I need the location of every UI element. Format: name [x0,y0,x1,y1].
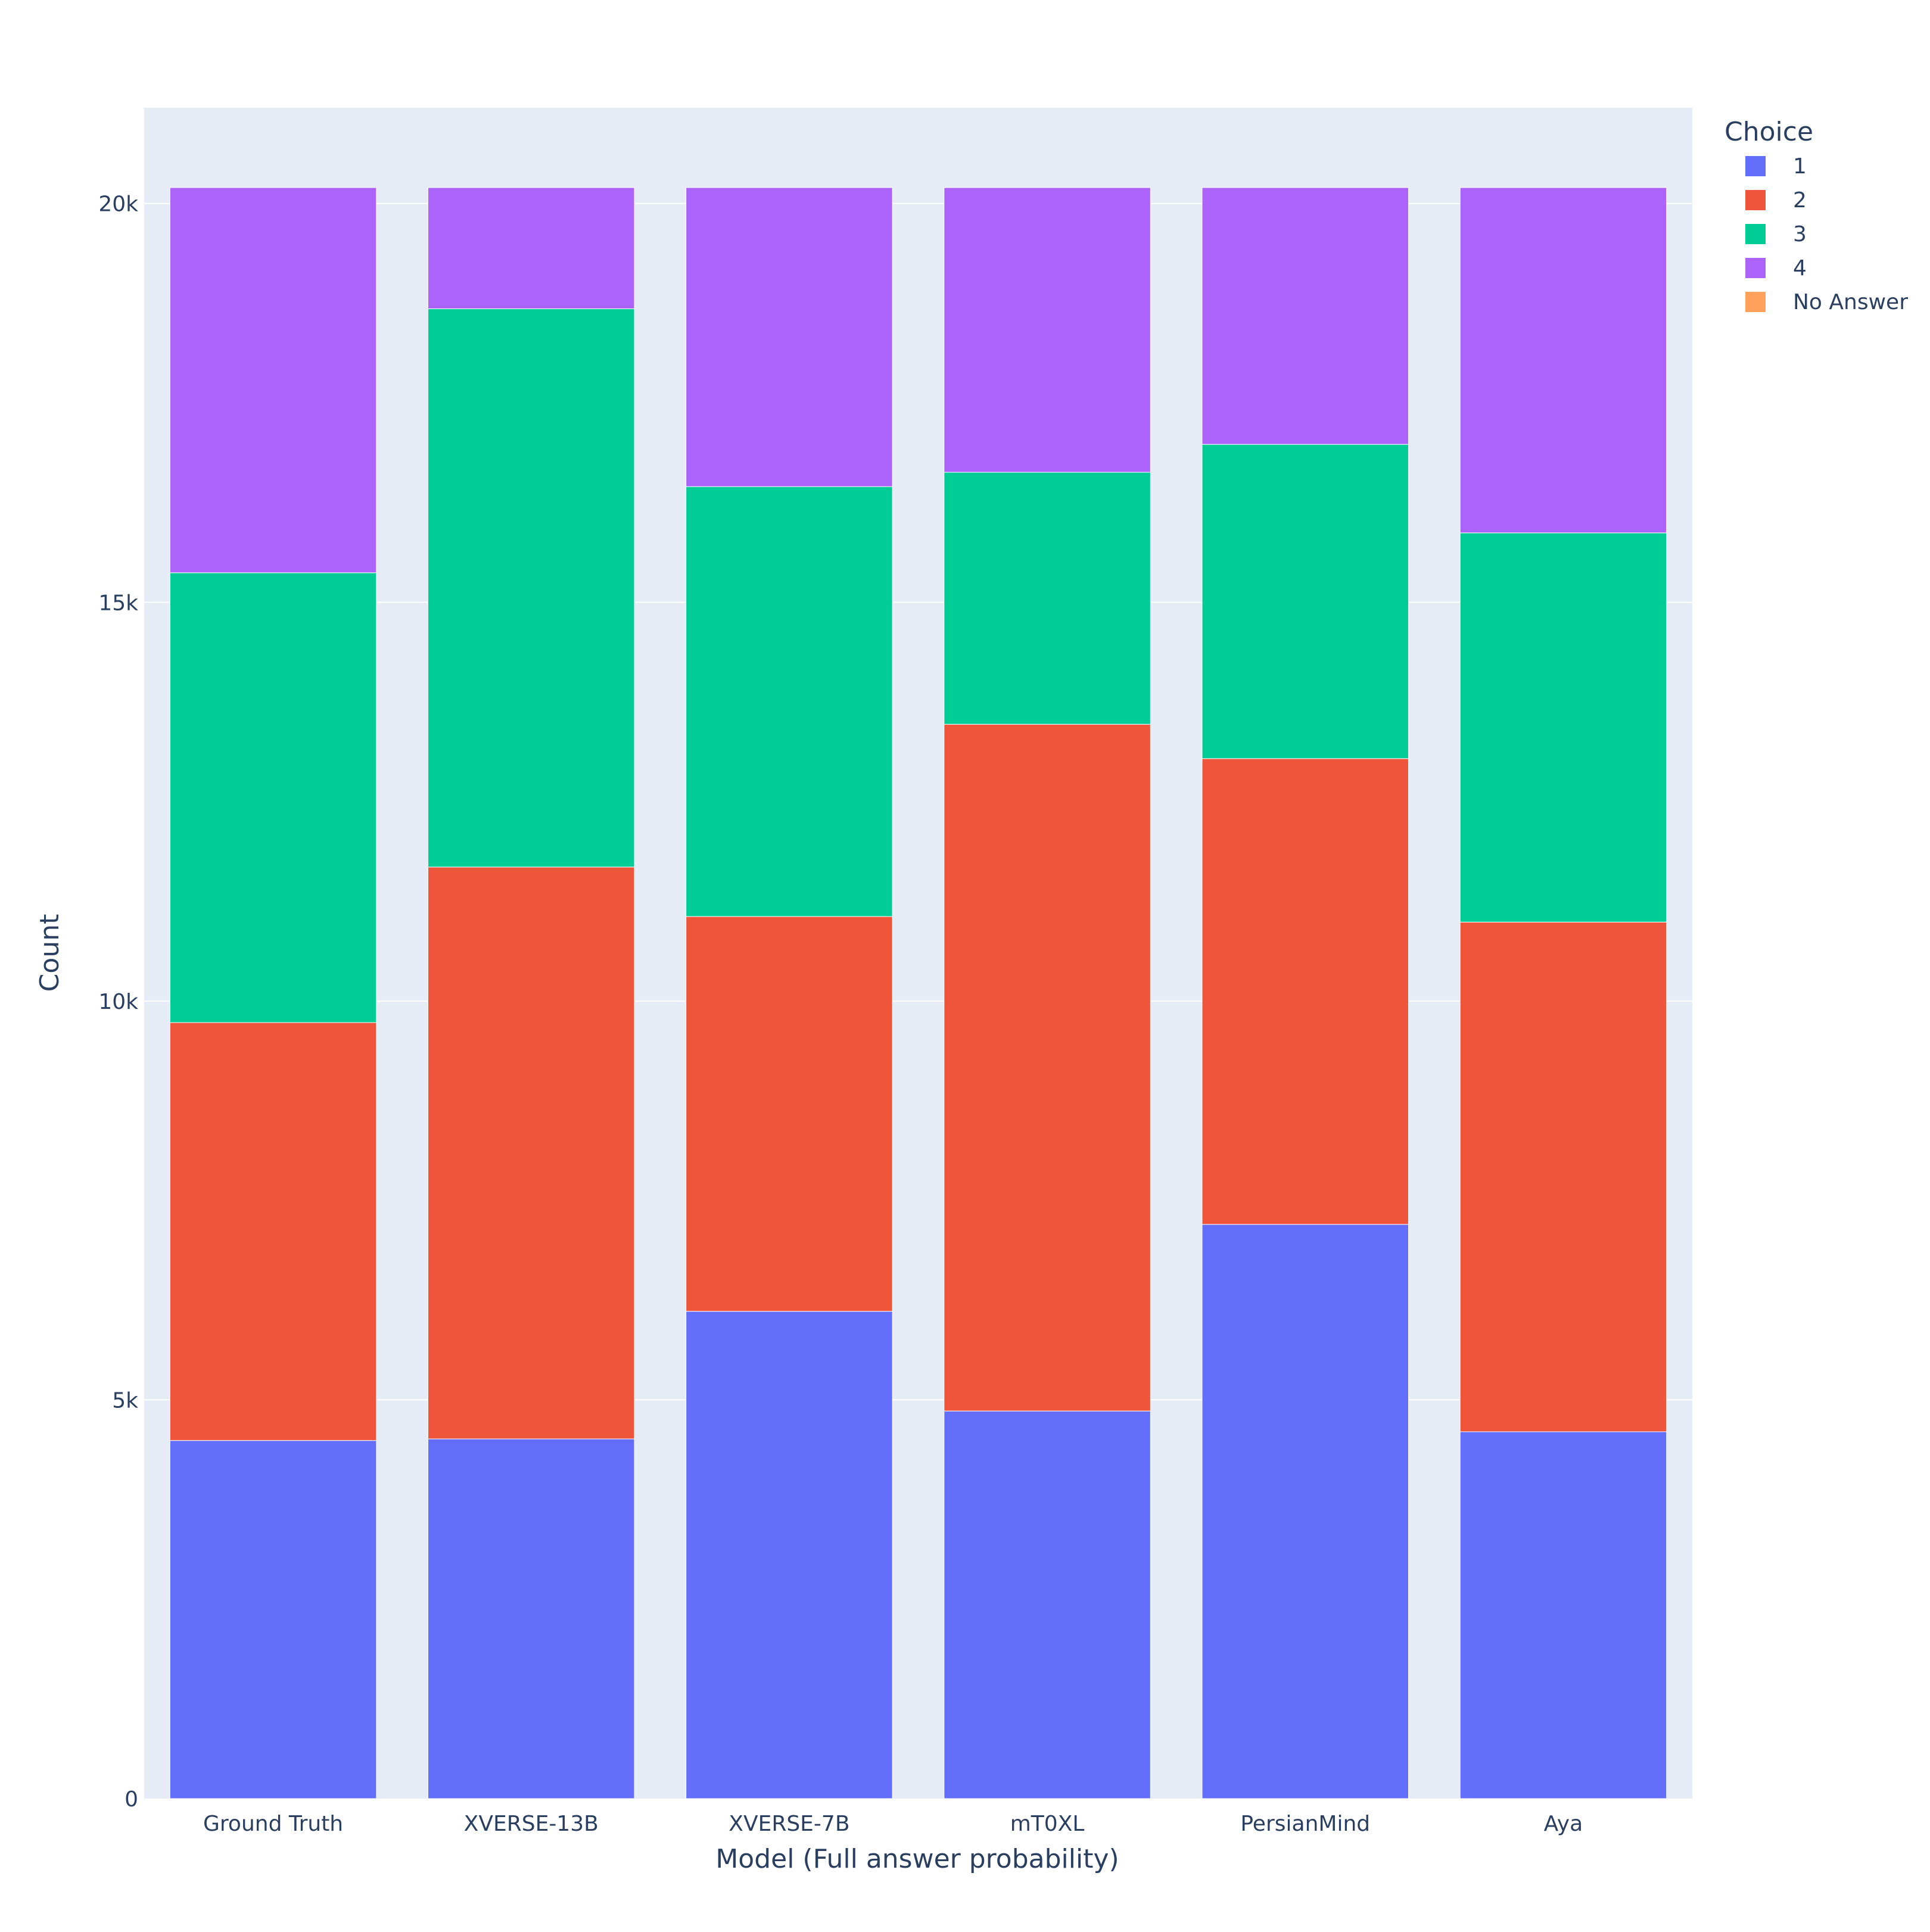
legend-label[interactable]: No Answer [1793,290,1908,314]
bar-segment-1[interactable] [169,1440,377,1799]
y-tick-label: 0 [124,1787,138,1812]
x-tick-label: XVERSE-7B [729,1812,849,1836]
bar-segment-1[interactable] [944,1410,1151,1799]
plot-area [144,108,1692,1799]
bar-segment-2[interactable] [1459,921,1667,1432]
y-tick-label: 15k [98,591,138,615]
legend-swatch[interactable] [1745,258,1766,278]
bar-segment-3[interactable] [1459,532,1667,923]
bar-segment-1[interactable] [1201,1224,1409,1799]
legend-label[interactable]: 3 [1793,222,1807,247]
bar-segment-4[interactable] [1201,187,1409,445]
bar-segment-3[interactable] [427,308,635,868]
bar-segment-1[interactable] [427,1438,635,1799]
x-tick-label: Aya [1544,1812,1583,1836]
bars [169,187,1667,1799]
x-tick-label: PersianMind [1240,1812,1370,1836]
y-axis-title: Count [35,914,65,992]
legend-swatch[interactable] [1745,292,1766,312]
legend-items: 1 2 3 4 No Answer [1745,154,1908,314]
x-axis-ticks: Ground Truth XVERSE-13B XVERSE-7B mT0XL Pers… [203,1812,1583,1836]
x-axis-title: Model (Full answer probability) [715,1844,1119,1874]
bar-segment-1[interactable] [686,1311,893,1799]
legend: Choice 1 2 3 4 No Answer [1724,117,1908,314]
bar-segment-4[interactable] [1459,187,1667,534]
legend-swatch[interactable] [1745,190,1766,210]
legend-swatch[interactable] [1745,224,1766,244]
bar-segment-2[interactable] [944,724,1151,1411]
bar-segment-3[interactable] [169,572,377,1023]
x-tick-label: XVERSE-13B [464,1812,599,1836]
bar-segment-2[interactable] [169,1022,377,1441]
legend-label[interactable]: 2 [1793,188,1807,213]
bar-segment-1[interactable] [1459,1431,1667,1799]
bar-segment-2[interactable] [1201,758,1409,1225]
legend-label[interactable]: 1 [1793,154,1807,179]
bar-segment-4[interactable] [944,187,1151,473]
y-axis-ticks: 0 5k 10k 15k 20k [98,192,138,1812]
x-tick-label: Ground Truth [203,1812,343,1836]
y-tick-label: 10k [98,990,138,1014]
bar-segment-2[interactable] [427,867,635,1439]
legend-label[interactable]: 4 [1793,256,1807,281]
bar-segment-2[interactable] [686,916,893,1312]
gridlines [144,202,1692,1401]
bar-segment-4[interactable] [169,187,377,574]
legend-title: Choice [1724,117,1813,147]
bar-segment-4[interactable] [427,187,635,309]
bar-segment-3[interactable] [1201,444,1409,759]
bar-segment-3[interactable] [686,486,893,917]
bar-segment-4[interactable] [686,187,893,487]
legend-swatch[interactable] [1745,156,1766,176]
bar-segment-3[interactable] [944,472,1151,725]
y-tick-label: 5k [112,1388,138,1413]
y-tick-label: 20k [98,192,138,217]
x-tick-label: mT0XL [1010,1812,1085,1836]
